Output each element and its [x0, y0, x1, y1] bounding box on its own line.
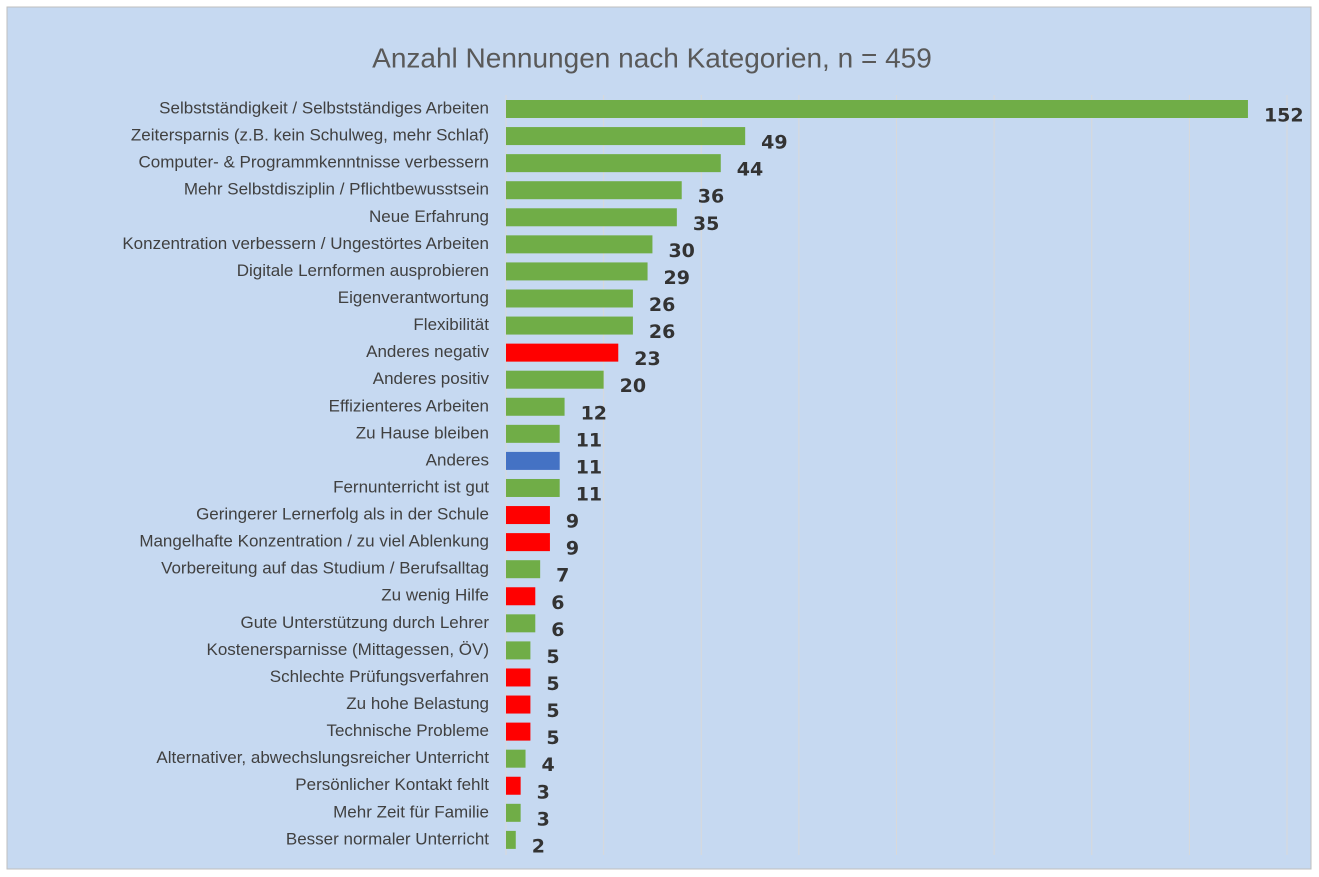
category-label: Mehr Zeit für Familie [333, 802, 489, 821]
bar [506, 506, 550, 525]
bar [506, 451, 560, 470]
value-label: 29 [664, 267, 690, 289]
category-label: Eigenverantwortung [338, 288, 489, 307]
value-label: 23 [634, 348, 660, 370]
value-label: 20 [620, 375, 646, 397]
value-label: 35 [693, 213, 719, 235]
bar [506, 397, 565, 416]
category-label: Zu wenig Hilfe [381, 586, 489, 605]
bar [506, 235, 653, 254]
bar [506, 830, 516, 849]
value-label: 11 [576, 456, 602, 478]
value-label: 49 [761, 132, 787, 154]
value-label: 11 [576, 429, 602, 451]
bar [506, 587, 536, 606]
category-label: Flexibilität [413, 315, 489, 334]
category-label: Selbstständigkeit / Selbstständiges Arbe… [159, 98, 489, 117]
bar [506, 560, 541, 579]
chart-title: Anzahl Nennungen nach Kategorien, n = 45… [372, 42, 932, 73]
category-label: Mehr Selbstdisziplin / Pflichtbewusstsei… [184, 180, 489, 199]
category-label: Vorbereitung auf das Studium / Berufsall… [161, 559, 489, 578]
value-label: 9 [566, 511, 579, 533]
category-label: Besser normaler Unterricht [286, 829, 489, 848]
category-label: Computer- & Programmkenntnisse verbesser… [138, 153, 489, 172]
bar [506, 776, 521, 795]
bar [506, 424, 560, 443]
category-label: Zu Hause bleiben [356, 423, 489, 442]
category-label: Mangelhafte Konzentration / zu viel Able… [139, 532, 489, 551]
bar [506, 668, 531, 687]
bar [506, 127, 746, 146]
bar [506, 614, 536, 633]
value-label: 44 [737, 159, 763, 181]
bar [506, 695, 531, 714]
value-label: 5 [546, 700, 559, 722]
value-label: 11 [576, 483, 602, 505]
category-label: Alternativer, abwechslungsreicher Unterr… [156, 748, 489, 767]
category-label: Technische Probleme [326, 721, 489, 740]
value-label: 30 [668, 240, 694, 262]
category-label: Anderes positiv [373, 369, 490, 388]
category-label: Kostenersparnisse (Mittagessen, ÖV) [206, 640, 489, 659]
value-label: 4 [542, 754, 555, 776]
category-label: Fernunterricht ist gut [333, 477, 489, 496]
bar [506, 181, 682, 200]
value-label: 36 [698, 186, 724, 208]
category-label: Zeitersparnis (z.B. kein Schulweg, mehr … [131, 126, 489, 145]
bar [506, 100, 1248, 118]
bar [506, 208, 677, 227]
bar [506, 262, 648, 281]
category-label: Effizienteres Arbeiten [329, 396, 489, 415]
bar [506, 370, 604, 389]
category-label: Konzentration verbessern / Ungestörtes A… [122, 234, 489, 253]
value-label: 6 [551, 619, 564, 641]
value-label: 26 [649, 321, 675, 343]
category-label: Digitale Lernformen ausprobieren [237, 261, 489, 280]
value-label: 152 [1264, 105, 1304, 127]
category-label: Geringerer Lernerfolg als in der Schule [196, 505, 489, 524]
category-label: Neue Erfahrung [369, 207, 489, 226]
value-label: 5 [546, 646, 559, 668]
category-label: Gute Unterstützung durch Lehrer [240, 613, 489, 632]
bar [506, 722, 531, 741]
bar [506, 641, 531, 660]
bar [506, 343, 619, 362]
category-label: Anderes negativ [366, 342, 489, 361]
value-label: 9 [566, 538, 579, 560]
bar [506, 749, 526, 768]
category-label: Zu hohe Belastung [346, 694, 489, 713]
value-label: 5 [546, 727, 559, 749]
category-label: Anderes [426, 450, 489, 469]
value-label: 3 [537, 781, 550, 803]
value-label: 2 [532, 835, 545, 857]
category-label: Schlechte Prüfungsverfahren [270, 667, 489, 686]
value-label: 7 [556, 565, 569, 587]
bar [506, 316, 633, 335]
value-label: 5 [546, 673, 559, 695]
value-label: 6 [551, 592, 564, 614]
bar [506, 289, 633, 308]
bar [506, 803, 521, 822]
chart-background [6, 6, 1312, 870]
category-label: Persönlicher Kontakt fehlt [295, 775, 489, 794]
bar [506, 154, 721, 173]
bar [506, 478, 560, 497]
value-label: 3 [537, 808, 550, 830]
value-label: 12 [581, 402, 607, 424]
bar [506, 533, 550, 552]
value-label: 26 [649, 294, 675, 316]
